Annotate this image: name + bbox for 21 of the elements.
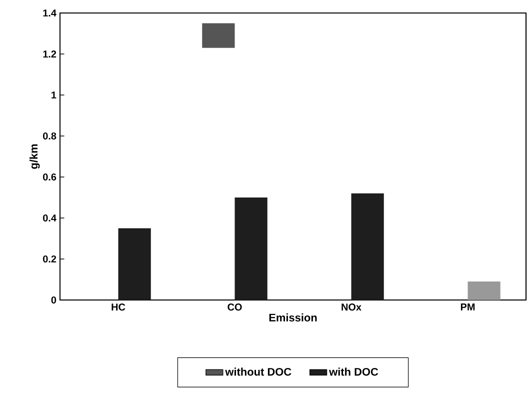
y-tick-label: 0.2 <box>43 255 56 263</box>
y-tick-label: 0.8 <box>43 132 56 140</box>
x-tick-label: NOx <box>342 304 362 311</box>
y-tick-label: 0.6 <box>43 173 56 181</box>
legend-label: without DOC <box>225 368 292 376</box>
bar <box>234 198 268 300</box>
y-tick-label: 0.4 <box>43 214 56 222</box>
y-tick-label: 0 <box>51 296 56 304</box>
x-tick-label: HC <box>112 304 126 311</box>
y-tick-label: 1.2 <box>43 50 56 58</box>
legend-label: with DOC <box>329 368 378 376</box>
y-tick-label: 1.4 <box>43 10 56 16</box>
bar <box>118 228 151 300</box>
x-tick-label: PM <box>460 304 475 310</box>
y-tick-label: 1 <box>52 92 56 98</box>
x-tick-label: CO <box>228 304 242 311</box>
bar <box>351 193 384 300</box>
x-axis-title: Emission <box>269 313 317 322</box>
y-axis-title: g/km <box>30 144 40 169</box>
bar <box>202 23 235 48</box>
bar <box>468 282 500 300</box>
